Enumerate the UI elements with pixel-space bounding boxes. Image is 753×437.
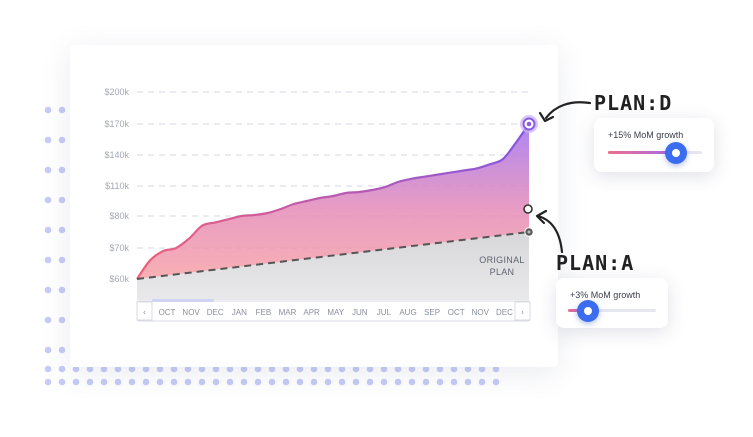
plan-d-label: PLAN:D <box>594 91 672 115</box>
plan-d-growth-title: +15% MoM growth <box>608 130 684 140</box>
x-tick-label: DEC <box>207 308 224 317</box>
baseline-area <box>137 232 529 300</box>
plan-d-growth-card: +15% MoM growth <box>594 118 714 172</box>
plan-d-growth-slider[interactable] <box>608 151 702 154</box>
plan-markers <box>520 115 538 237</box>
y-tick-label: $70k <box>109 243 129 253</box>
plan-a-marker[interactable] <box>523 204 533 214</box>
plan-a-slider-knob[interactable] <box>577 300 600 322</box>
chevron-left-icon: ‹ <box>143 308 146 317</box>
scroll-left-button[interactable] <box>136 301 153 321</box>
original-plan-line <box>136 231 530 280</box>
plan-d-line <box>136 123 530 280</box>
y-axis-ticks: $200k $170k $140k $110k $80k $70k $60k <box>104 87 129 284</box>
x-tick-label: SEP <box>424 308 440 317</box>
x-tick-label: DEC <box>496 308 513 317</box>
x-tick-label: AUG <box>399 308 416 317</box>
plan-a-growth-card: +3% MoM growth <box>556 278 668 328</box>
y-tick-label: $170k <box>104 119 129 129</box>
y-tick-label: $200k <box>104 87 129 97</box>
plan-d-arrow <box>544 101 592 120</box>
plan-a-arrow <box>536 214 564 254</box>
x-tick-label: NOV <box>472 308 490 317</box>
y-tick-label: $60k <box>109 274 129 284</box>
chevron-right-icon: › <box>521 308 524 317</box>
plan-d-slider-knob[interactable] <box>664 142 687 164</box>
x-tick-label: JAN <box>232 308 247 317</box>
y-tick-label: $140k <box>104 150 129 160</box>
x-tick-label: OCT <box>448 308 465 317</box>
x-axis-ticks: OCT NOV DEC JAN FEB MAR APR MAY JUN JUL AUG SEP OCT N… <box>159 308 514 317</box>
plan-a-label: PLAN:A <box>556 251 634 275</box>
original-plan-label-line2: PLAN <box>490 267 515 277</box>
plan-d-arrowhead <box>538 111 555 123</box>
x-tick-label: MAY <box>327 308 344 317</box>
x-tick-label: MAR <box>279 308 297 317</box>
plan-d-marker-core <box>526 121 532 127</box>
plan-a-arrowhead <box>535 209 548 225</box>
x-tick-label: NOV <box>182 308 200 317</box>
scroll-right-button[interactable] <box>514 301 531 321</box>
timeline-scrubber[interactable]: ‹ › OCT NOV DEC JAN FEB MAR APR MAY JUN JUL AUG SEP… <box>136 299 531 322</box>
x-tick-label: APR <box>303 308 320 317</box>
plan-a-growth-title: +3% MoM growth <box>570 290 641 300</box>
x-tick-label: FEB <box>256 308 272 317</box>
x-tick-label: JUL <box>377 308 392 317</box>
scrubber-window[interactable] <box>152 299 214 302</box>
original-plan-label-line1: ORIGINAL <box>479 255 524 265</box>
x-tick-label: OCT <box>159 308 176 317</box>
plan-d-area <box>137 124 529 279</box>
original-plan-marker-core <box>527 230 531 234</box>
y-tick-label: $110k <box>105 181 129 191</box>
x-tick-label: JUN <box>352 308 368 317</box>
y-tick-label: $80k <box>109 211 129 221</box>
plan-d-slider-fill <box>608 151 676 154</box>
